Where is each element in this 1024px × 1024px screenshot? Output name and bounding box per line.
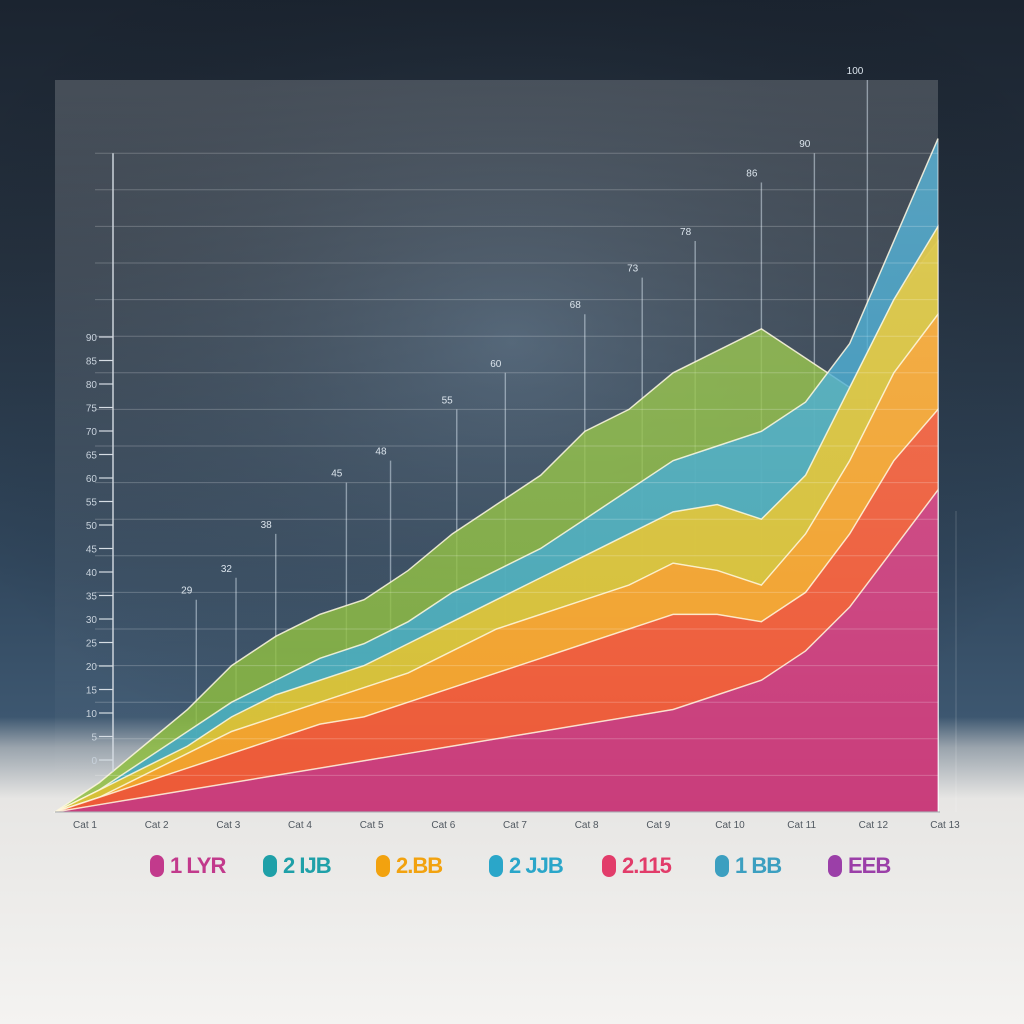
x-tick-label-13: Cat 13 — [930, 820, 960, 831]
value-label-6: 55 — [442, 395, 454, 406]
kpi-value: 2.115 — [602, 852, 712, 880]
x-tick-label-8: Cat 8 — [575, 820, 599, 831]
kpi-value: EEB — [828, 852, 938, 880]
x-tick-label-5: Cat 5 — [360, 820, 384, 831]
kpi-marker-icon — [376, 855, 390, 877]
value-label-2: 32 — [221, 564, 233, 575]
x-tick-label-6: Cat 6 — [431, 820, 455, 831]
y-tick-label-3: 10 — [86, 709, 98, 720]
value-label-10: 78 — [680, 227, 692, 238]
kpi-value: 1 BB — [715, 852, 825, 880]
kpi-card-3: 2.BB — [376, 852, 486, 880]
value-label-12: 90 — [799, 139, 811, 150]
value-label-9: 73 — [627, 264, 639, 275]
y-tick-label-14: 65 — [86, 451, 98, 462]
x-tick-label-4: Cat 4 — [288, 820, 312, 831]
y-tick-label-7: 30 — [86, 615, 98, 626]
value-label-7: 60 — [490, 359, 502, 370]
kpi-value: 2 IJB — [263, 852, 373, 880]
y-tick-label-15: 70 — [86, 427, 98, 438]
y-tick-label-13: 60 — [86, 474, 98, 485]
kpi-value: 2 JJB — [489, 852, 599, 880]
x-axis-labels: Cat 1 Cat 2 Cat 3 Cat 4 Cat 5 Cat 6 Cat 7 Cat 8… — [73, 820, 960, 831]
y-tick-label-6: 25 — [86, 639, 98, 650]
y-tick-label-12: 55 — [86, 498, 98, 509]
kpi-value: 2.BB — [376, 852, 486, 880]
kpi-marker-icon — [602, 855, 616, 877]
value-label-11: 86 — [746, 168, 758, 179]
stacked-area-series — [53, 80, 939, 813]
kpi-card-5: 2.115 — [602, 852, 712, 880]
y-tick-label-16: 75 — [86, 404, 98, 415]
y-tick-label-19: 90 — [86, 333, 98, 344]
y-tick-label-18: 85 — [86, 357, 98, 368]
kpi-marker-icon — [489, 855, 503, 877]
value-label-8: 68 — [570, 300, 582, 311]
value-label-13: 100 — [847, 66, 864, 77]
x-tick-label-1: Cat 1 — [73, 820, 97, 831]
kpi-marker-icon — [263, 855, 277, 877]
kpi-marker-icon — [150, 855, 164, 877]
y-tick-label-5: 20 — [86, 662, 98, 673]
kpi-marker-icon — [715, 855, 729, 877]
x-tick-label-7: Cat 7 — [503, 820, 527, 831]
value-label-3: 38 — [261, 520, 273, 531]
kpi-card-6: 1 BB — [715, 852, 825, 880]
kpi-card-1: 1 LYR — [150, 852, 260, 880]
value-labels: 29 32 38 45 48 55 60 68 73 78 86 90 100 — [181, 66, 864, 597]
y-tick-label-17: 80 — [86, 380, 98, 391]
kpi-marker-icon — [828, 855, 842, 877]
x-tick-label-11: Cat 11 — [787, 820, 816, 831]
y-tick-label-9: 40 — [86, 568, 98, 579]
y-tick-label-4: 15 — [86, 686, 98, 697]
kpi-card-7: EEB — [828, 852, 938, 880]
value-label-4: 45 — [331, 469, 343, 480]
x-tick-label-10: Cat 10 — [715, 820, 745, 831]
x-tick-label-2: Cat 2 — [145, 820, 169, 831]
y-tick-label-10: 45 — [86, 545, 98, 556]
y-tick-label-11: 50 — [86, 521, 98, 532]
value-label-5: 48 — [375, 447, 387, 458]
x-tick-label-12: Cat 12 — [859, 820, 889, 831]
kpi-card-2: 2 IJB — [263, 852, 373, 880]
x-tick-label-9: Cat 9 — [646, 820, 670, 831]
kpi-card-4: 2 JJB — [489, 852, 599, 880]
y-axis: 0 5 10 15 20 25 30 35 40 45 50 55 60 65 70 75 80 85 90 — [86, 153, 114, 772]
gloss-overlay — [55, 80, 938, 812]
y-tick-label-1: 0 — [91, 756, 97, 767]
kpi-value: 1 LYR — [150, 852, 260, 880]
x-tick-label-3: Cat 3 — [216, 820, 240, 831]
y-tick-label-2: 5 — [91, 733, 97, 744]
value-label-1: 29 — [181, 586, 193, 597]
y-tick-label-8: 35 — [86, 592, 98, 603]
